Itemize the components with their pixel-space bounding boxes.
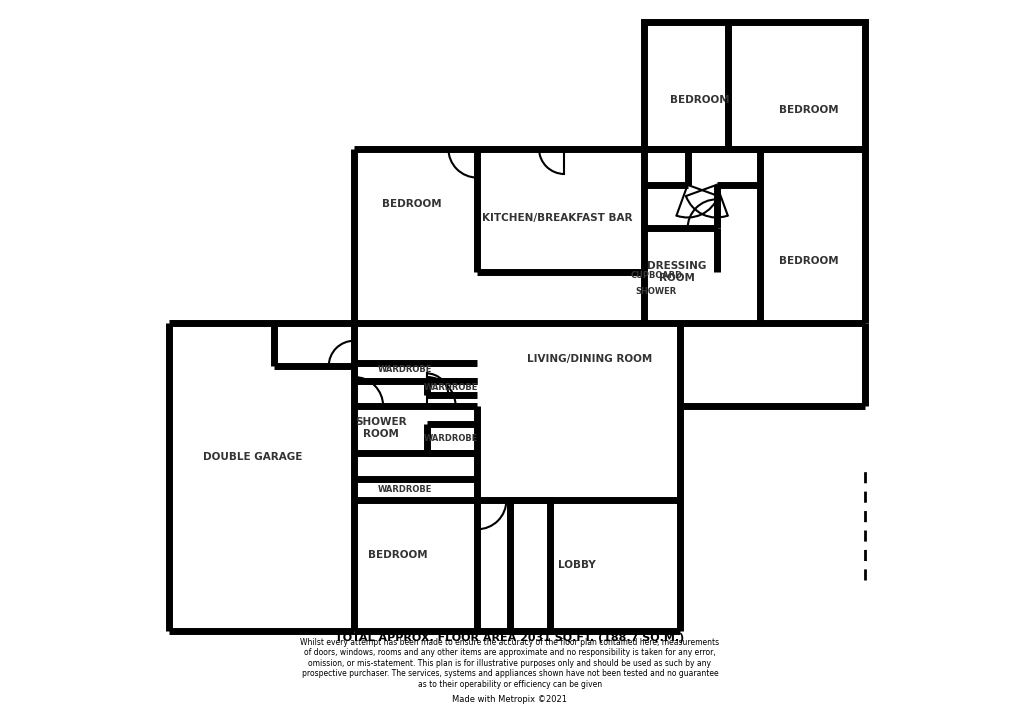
Text: SHOWER
ROOM: SHOWER ROOM: [355, 417, 407, 439]
Text: CUPBOARD: CUPBOARD: [630, 271, 682, 280]
Text: TOTAL APPROX. FLOOR AREA 2031 SQ.FT. (188.7 SQ.M.): TOTAL APPROX. FLOOR AREA 2031 SQ.FT. (18…: [335, 633, 684, 643]
Text: DOUBLE GARAGE: DOUBLE GARAGE: [203, 452, 302, 462]
Bar: [510, 500, 549, 631]
Text: BEDROOM: BEDROOM: [779, 105, 838, 115]
Text: BEDROOM: BEDROOM: [382, 199, 441, 210]
Text: LIVING/DINING ROOM: LIVING/DINING ROOM: [527, 354, 652, 364]
Text: DRESSING
ROOM: DRESSING ROOM: [646, 261, 706, 283]
Text: Whilst every attempt has been made to ensure the accuracy of the floor plan cont: Whilst every attempt has been made to en…: [301, 638, 718, 689]
Text: BEDROOM: BEDROOM: [368, 550, 427, 560]
Text: SHOWER: SHOWER: [635, 287, 677, 296]
Text: WARDROBE: WARDROBE: [377, 365, 432, 374]
Text: LOBBY: LOBBY: [557, 560, 595, 571]
Text: BEDROOM: BEDROOM: [779, 256, 838, 266]
Text: Made with Metropix ©2021: Made with Metropix ©2021: [452, 695, 567, 704]
Text: WARDROBE: WARDROBE: [377, 485, 432, 494]
Bar: [643, 22, 864, 149]
Text: WARDROBE: WARDROBE: [423, 384, 477, 392]
Text: BEDROOM: BEDROOM: [669, 95, 729, 105]
Text: WARDROBE: WARDROBE: [423, 434, 477, 443]
Text: KITCHEN/BREAKFAST BAR: KITCHEN/BREAKFAST BAR: [481, 212, 632, 223]
